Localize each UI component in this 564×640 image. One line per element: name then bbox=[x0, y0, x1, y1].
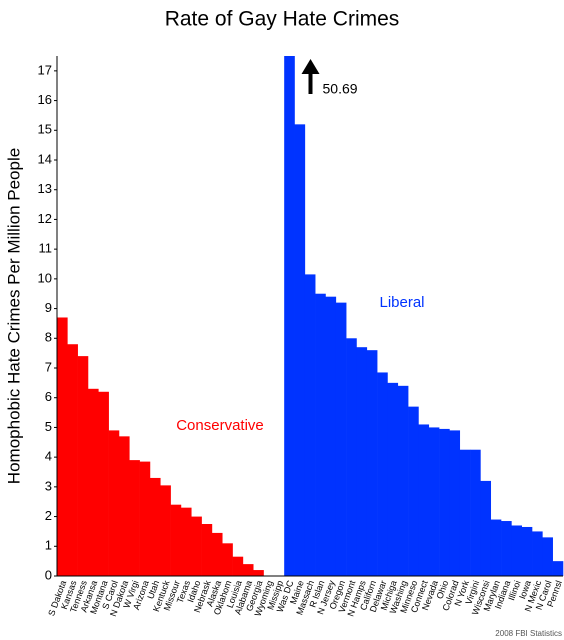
bar bbox=[387, 382, 399, 576]
bar bbox=[377, 372, 388, 576]
bar bbox=[366, 350, 378, 576]
bar bbox=[449, 430, 461, 576]
bar bbox=[315, 293, 326, 576]
arrow-head bbox=[301, 59, 320, 74]
y-tick-label: 3 bbox=[45, 478, 52, 493]
y-tick-label: 8 bbox=[45, 330, 52, 345]
bar bbox=[211, 532, 223, 576]
bar bbox=[325, 296, 337, 576]
bar bbox=[87, 388, 99, 576]
y-tick-label: 12 bbox=[38, 211, 52, 226]
bar bbox=[222, 543, 233, 576]
bar bbox=[439, 428, 450, 576]
bar bbox=[459, 449, 471, 576]
bar bbox=[542, 537, 553, 576]
y-axis-label: Homophobic Hate Crimes Per Million Peopl… bbox=[4, 148, 23, 484]
bar bbox=[98, 391, 109, 576]
bar bbox=[253, 570, 264, 576]
bar bbox=[170, 504, 182, 576]
bar bbox=[408, 406, 419, 576]
y-tick-label: 16 bbox=[38, 92, 52, 107]
bar bbox=[501, 521, 512, 576]
off-scale-label: 50.69 bbox=[323, 81, 358, 97]
bar bbox=[356, 347, 368, 576]
bar bbox=[77, 356, 89, 576]
bar bbox=[511, 525, 522, 576]
bar bbox=[470, 449, 481, 576]
y-tick-label: 13 bbox=[38, 181, 52, 196]
bar bbox=[304, 274, 316, 576]
bar bbox=[201, 524, 213, 576]
bar bbox=[346, 338, 357, 576]
bar bbox=[521, 526, 533, 576]
chart-title: Rate of Gay Hate Crimes bbox=[165, 8, 400, 31]
group-label: Liberal bbox=[379, 294, 424, 311]
bar bbox=[532, 531, 543, 576]
source-note: 2008 FBI Statistics bbox=[495, 629, 562, 638]
y-tick-label: 9 bbox=[45, 300, 52, 315]
bar bbox=[160, 485, 171, 576]
y-tick-label: 2 bbox=[45, 508, 52, 523]
bar bbox=[139, 461, 151, 576]
bar bbox=[552, 561, 564, 576]
bar bbox=[490, 519, 502, 576]
bar bbox=[294, 124, 306, 576]
y-tick-label: 1 bbox=[45, 538, 52, 553]
bar bbox=[284, 56, 295, 576]
y-tick-label: 6 bbox=[45, 389, 52, 404]
group-label: Conservative bbox=[176, 417, 264, 434]
bar bbox=[191, 516, 202, 576]
bar bbox=[242, 564, 254, 576]
y-tick-label: 4 bbox=[45, 449, 52, 464]
y-tick-label: 11 bbox=[39, 241, 53, 256]
y-tick-label: 7 bbox=[45, 359, 52, 374]
bar bbox=[149, 477, 161, 576]
y-tick-label: 5 bbox=[45, 419, 52, 434]
bar bbox=[232, 556, 244, 576]
bar bbox=[118, 436, 130, 576]
bar bbox=[418, 424, 430, 576]
bar bbox=[180, 507, 192, 576]
y-tick-label: 10 bbox=[38, 270, 52, 285]
bar bbox=[335, 302, 347, 576]
bars bbox=[57, 56, 564, 576]
bar bbox=[397, 385, 409, 576]
bar bbox=[57, 317, 68, 576]
y-tick-label: 14 bbox=[38, 151, 52, 166]
bar bbox=[108, 430, 120, 576]
bar bbox=[129, 460, 140, 576]
y-tick-label: 17 bbox=[38, 62, 52, 77]
y-tick-label: 0 bbox=[45, 567, 52, 582]
y-tick-label: 15 bbox=[38, 122, 52, 137]
bar bbox=[67, 344, 78, 576]
bar bbox=[428, 427, 440, 576]
bar bbox=[480, 480, 492, 576]
